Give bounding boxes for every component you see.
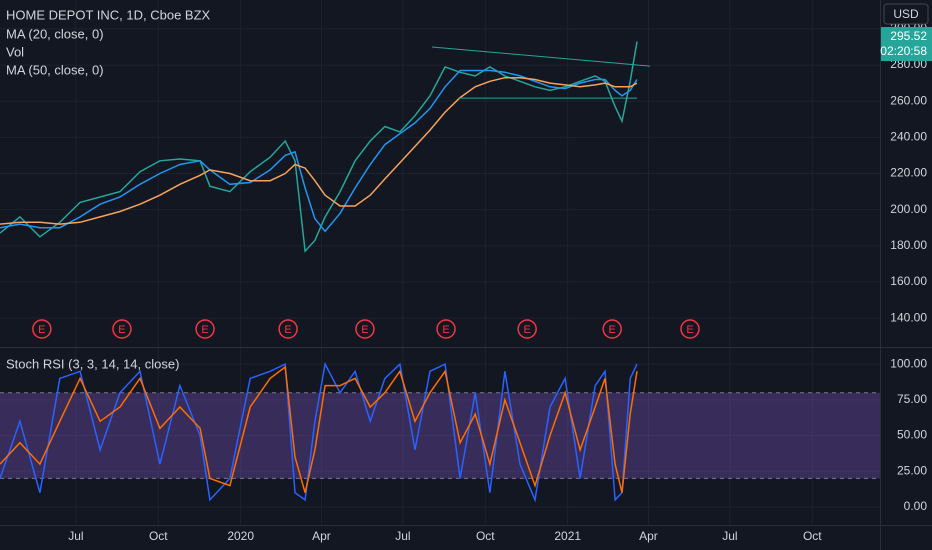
earnings-label: E — [38, 324, 45, 336]
last-price-box — [881, 27, 932, 62]
x-tick-label: 2020 — [227, 529, 254, 543]
legend-entry: MA (20, close, 0) — [6, 26, 104, 41]
currency-box — [883, 3, 929, 25]
x-tick-label: Jul — [68, 529, 83, 543]
x-tick-label: Apr — [312, 529, 331, 543]
earnings-marker — [602, 319, 622, 339]
earnings-marker — [278, 319, 298, 339]
x-tick-label: Oct — [476, 529, 495, 543]
x-tick-label: Oct — [149, 529, 168, 543]
earnings-label: E — [442, 324, 449, 336]
x-tick-label: 2021 — [554, 529, 581, 543]
series-line — [0, 365, 638, 493]
earnings-marker — [195, 319, 215, 339]
series-line — [0, 69, 638, 233]
earnings-label: E — [609, 324, 616, 336]
earnings-marker — [680, 319, 700, 339]
legend-entry: MA (50, close, 0) — [6, 62, 104, 77]
earnings-label: E — [284, 324, 291, 336]
earnings-marker — [32, 319, 52, 339]
earnings-label: E — [118, 324, 125, 336]
y-tick-label: 240.00 — [890, 130, 927, 144]
countdown: 02:20:58 — [880, 44, 927, 58]
y-tick-label: 50.00 — [897, 428, 927, 442]
earnings-label: E — [523, 324, 530, 336]
y-tick-label: 100.00 — [890, 356, 927, 370]
legend-entry: Vol — [6, 44, 24, 59]
earnings-marker — [112, 319, 132, 339]
earnings-label: E — [686, 324, 693, 336]
series-line — [0, 361, 638, 503]
x-tick-label: Jul — [395, 529, 410, 543]
y-tick-label: 25.00 — [897, 463, 927, 477]
y-tick-label: 0.00 — [904, 499, 928, 513]
trendline — [431, 46, 651, 67]
chart-title: HOME DEPOT INC, 1D, Cboe BZX — [6, 7, 211, 22]
band-fill — [0, 392, 880, 479]
earnings-marker — [355, 319, 375, 339]
earnings-marker — [517, 319, 537, 339]
x-tick-label: Oct — [803, 529, 822, 543]
x-tick-label: Apr — [639, 529, 658, 543]
y-tick-label: 140.00 — [890, 310, 927, 324]
price-line — [0, 41, 638, 253]
currency: USD — [893, 7, 919, 21]
osc-title: Stoch RSI (3, 3, 14, 14, close) — [6, 356, 179, 371]
y-tick-label: 260.00 — [890, 93, 927, 107]
y-tick-label: 75.00 — [897, 392, 927, 406]
y-tick-label: 180.00 — [890, 238, 927, 252]
earnings-label: E — [201, 324, 208, 336]
earnings-label: E — [361, 324, 368, 336]
last-price: 295.52 — [890, 29, 927, 43]
x-tick-label: Jul — [722, 529, 737, 543]
earnings-marker — [436, 319, 456, 339]
y-tick-label: 160.00 — [890, 274, 927, 288]
y-tick-label: 200.00 — [890, 202, 927, 216]
series-line — [0, 76, 638, 225]
y-tick-label: 220.00 — [890, 166, 927, 180]
